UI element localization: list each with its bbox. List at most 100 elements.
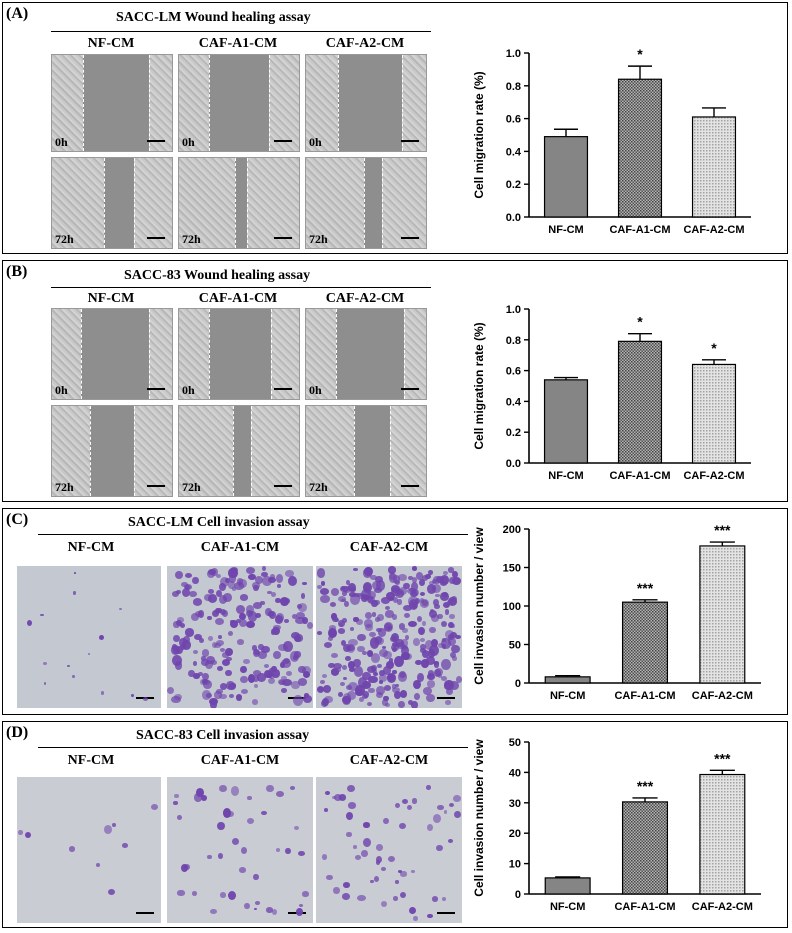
stained-cell (381, 596, 391, 604)
stained-cell (337, 628, 346, 635)
stained-cell (426, 584, 437, 595)
stained-cell (408, 575, 414, 581)
stained-cell (363, 822, 370, 828)
stained-cell (421, 650, 429, 658)
stained-cell (386, 591, 395, 600)
micrograph-caf-a1-invasion (167, 777, 313, 923)
stained-cell (452, 577, 461, 585)
y-tick-label: 0.0 (506, 458, 521, 470)
significance-label: *** (714, 522, 731, 538)
stained-cell (357, 895, 366, 902)
stained-cell (326, 874, 333, 880)
stained-cell (396, 642, 405, 649)
stained-cell (342, 696, 352, 704)
bar-nf-cm (543, 379, 589, 464)
stained-cell (421, 599, 428, 607)
micrograph-nf-72h: 72h (51, 405, 173, 497)
x-tick-label: CAF-A1-CM (614, 690, 675, 702)
stained-cell (316, 630, 322, 635)
stained-cell (440, 620, 448, 628)
stained-cell (378, 679, 384, 684)
stained-cell (210, 909, 217, 915)
scale-bar (147, 140, 165, 142)
stained-cell (432, 598, 439, 606)
stained-cell (247, 611, 257, 622)
stained-cell (448, 614, 455, 620)
stained-cell (295, 616, 305, 624)
stained-cell (447, 567, 454, 573)
micrograph-nf-0h: 0h (51, 54, 173, 152)
stained-cell (261, 645, 271, 654)
stained-cell (245, 621, 255, 628)
stained-cell (413, 692, 420, 701)
stained-cell (219, 576, 230, 588)
group-label-caf-a2: CAF-A2-CM (349, 540, 429, 555)
stained-cell (262, 575, 272, 586)
time-label: 72h (309, 480, 328, 494)
stained-cell (425, 573, 432, 580)
stained-cell (333, 887, 340, 895)
stained-cell (365, 623, 373, 632)
micrograph-nf-invasion (17, 777, 161, 923)
stained-cell (68, 846, 76, 852)
stained-cell (188, 669, 196, 678)
time-label: 0h (55, 135, 68, 149)
stained-cell (408, 906, 417, 915)
stained-cell (294, 633, 304, 642)
stained-cell (330, 652, 338, 659)
stained-cell (177, 617, 184, 623)
stained-cell (201, 672, 209, 680)
stained-cell (421, 620, 427, 626)
stained-cell (340, 639, 346, 646)
stained-cell (207, 589, 215, 595)
stained-cell (381, 699, 389, 707)
stained-cell (399, 690, 408, 698)
x-tick-label: CAF-A1-CM (609, 224, 670, 236)
stained-cell (402, 604, 412, 611)
group-label-nf: NF-CM (87, 291, 135, 306)
stained-cell (192, 660, 198, 666)
panel-b: (B) SACC-83 Wound healing assay NF-CM CA… (2, 260, 788, 502)
group-label-caf-a1: CAF-A1-CM (200, 753, 280, 768)
stained-cell (376, 844, 384, 852)
stained-cell (362, 690, 369, 698)
stained-cell (289, 651, 300, 662)
stained-cell (324, 790, 331, 795)
stained-cell (208, 698, 218, 706)
stained-cell (382, 817, 389, 825)
stained-cell (374, 599, 380, 606)
scale-bar (437, 697, 455, 699)
stained-cell (73, 571, 77, 574)
stained-cell (433, 661, 440, 668)
stained-cell (412, 680, 421, 690)
stained-cell (370, 652, 381, 663)
stained-cell (354, 666, 364, 677)
stained-cell (231, 837, 239, 845)
stained-cell (375, 575, 384, 584)
stained-cell (285, 570, 294, 577)
stained-cell (290, 785, 296, 790)
stained-cell (451, 644, 461, 654)
stained-cell (181, 581, 188, 587)
time-label: 0h (182, 135, 195, 149)
x-tick-label: CAF-A1-CM (614, 901, 675, 913)
stained-cell (268, 677, 275, 684)
stained-cell (173, 621, 180, 628)
stained-cell (227, 580, 236, 590)
stained-cell (338, 622, 343, 627)
stained-cell (451, 655, 458, 661)
stained-cell (371, 580, 381, 591)
y-tick-label: 0 (515, 889, 521, 901)
stained-cell (418, 578, 425, 586)
stained-cell (411, 798, 418, 804)
panel-label: (D) (6, 724, 29, 741)
stained-cell (238, 618, 248, 627)
stained-cell (387, 625, 392, 631)
stained-cell (216, 688, 223, 695)
significance-label: * (637, 314, 643, 330)
stained-cell (298, 904, 303, 907)
significance-label: * (637, 46, 643, 62)
x-tick-label: NF-CM (550, 901, 585, 913)
stained-cell (391, 684, 397, 689)
stained-cell (285, 670, 292, 676)
